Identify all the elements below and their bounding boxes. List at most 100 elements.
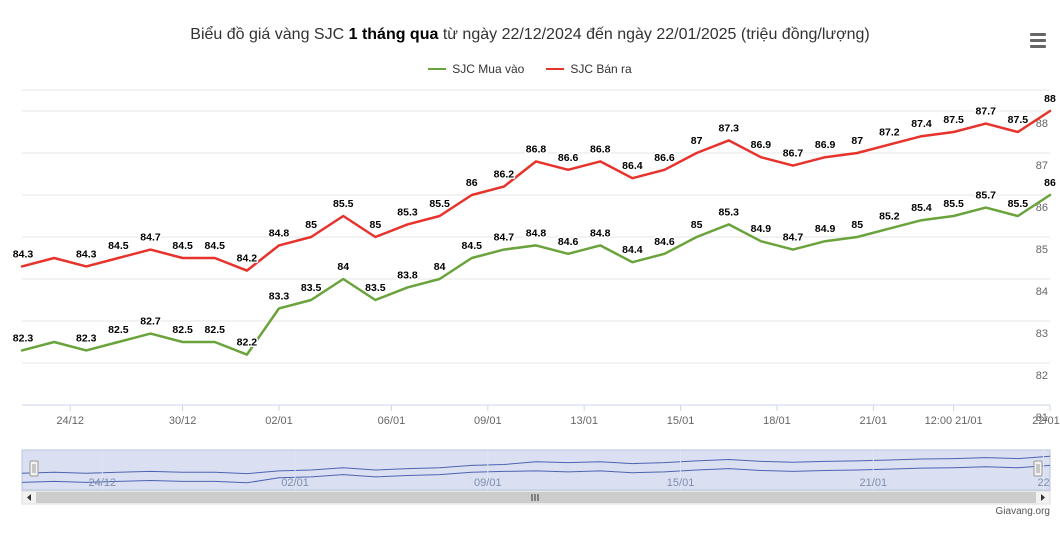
data-label: 85.5 <box>333 198 354 210</box>
legend-item-sell[interactable]: SJC Bán ra <box>546 62 632 76</box>
data-label: 84.5 <box>108 240 129 252</box>
y-tick-label: 86 <box>1036 202 1048 214</box>
scrollbar-thumb[interactable] <box>36 492 1036 503</box>
data-label: 84.3 <box>13 248 34 260</box>
data-label: 84.5 <box>205 240 226 252</box>
data-label: 87.5 <box>1008 114 1029 126</box>
navigator-handle-left[interactable] <box>29 460 39 477</box>
navigator-label: 24/12 <box>89 477 117 489</box>
data-label: 87.2 <box>879 127 900 139</box>
x-tick-label: 09/01 <box>474 415 502 427</box>
data-label: 86.9 <box>751 139 772 151</box>
legend-label-sell: SJC Bán ra <box>570 62 632 76</box>
scroll-right-arrow-icon[interactable] <box>1041 494 1045 501</box>
navigator-label: 02/01 <box>281 477 309 489</box>
chart-title-suffix: từ ngày 22/12/2024 đến ngày 22/01/2025 (… <box>438 26 870 43</box>
data-label: 83.3 <box>269 290 290 302</box>
x-tick-label: 30/12 <box>169 415 197 427</box>
data-label: 84.7 <box>783 232 804 244</box>
navigator-label: 09/01 <box>474 477 502 489</box>
navigator-handle-right[interactable] <box>1033 460 1043 477</box>
data-label: 86.9 <box>815 139 836 151</box>
data-label: 82.5 <box>108 324 129 336</box>
data-label: 85 <box>370 219 382 231</box>
data-label: 86.4 <box>622 160 643 172</box>
data-label: 84 <box>337 261 349 273</box>
x-tick-label: 21/01 <box>860 415 888 427</box>
data-label: 85.5 <box>429 198 450 210</box>
data-label: 85 <box>305 219 317 231</box>
x-tick-label: 22/01 <box>1032 415 1060 427</box>
y-tick-label: 81 <box>1036 412 1048 424</box>
data-label: 86.6 <box>558 152 579 164</box>
chart-legend: SJC Mua vào SJC Bán ra <box>0 62 1060 76</box>
legend-label-buy: SJC Mua vào <box>452 62 525 76</box>
navigator-label: 21/01 <box>860 477 888 489</box>
data-label: 87 <box>851 135 863 147</box>
x-tick-label: 06/01 <box>378 415 406 427</box>
chart-title-prefix: Biểu đồ giá vàng SJC <box>190 26 349 43</box>
data-label: 84.6 <box>558 236 579 248</box>
data-label: 84.9 <box>815 223 836 235</box>
data-label: 86.8 <box>590 143 611 155</box>
data-label: 85.5 <box>1008 198 1029 210</box>
navigator-label: 15/01 <box>667 477 695 489</box>
scroll-left-arrow-icon[interactable] <box>27 494 31 501</box>
data-label: 84.9 <box>751 223 772 235</box>
data-label: 82.5 <box>205 324 226 336</box>
data-label: 85 <box>851 219 863 231</box>
data-label: 85.3 <box>397 206 418 218</box>
data-label: 87.3 <box>719 122 740 134</box>
data-label: 84.7 <box>494 232 515 244</box>
legend-swatch-buy <box>428 68 447 70</box>
data-label: 86.7 <box>783 148 804 160</box>
data-label: 84.8 <box>269 227 290 239</box>
data-label: 84.2 <box>237 253 258 265</box>
chart-title-bold: 1 tháng qua <box>348 26 439 43</box>
data-label: 85 <box>691 219 703 231</box>
y-tick-label: 84 <box>1036 286 1048 298</box>
data-label: 84.6 <box>654 236 675 248</box>
navigator-series-line <box>21 455 1051 475</box>
data-label: 86.2 <box>494 169 515 181</box>
data-label: 86.8 <box>526 143 547 155</box>
data-label: 84.4 <box>622 244 643 256</box>
data-label: 84.5 <box>462 240 483 252</box>
data-label: 86 <box>1044 177 1056 189</box>
navigator-window <box>21 449 1051 491</box>
credit-text: Giavang.org <box>995 506 1050 517</box>
x-tick-label: 12:00 21/01 <box>925 415 983 427</box>
x-tick-label: 02/01 <box>265 415 293 427</box>
x-tick-label: 18/01 <box>763 415 791 427</box>
y-tick-label: 83 <box>1036 328 1048 340</box>
y-tick-label: 88 <box>1036 118 1048 130</box>
y-tick-label: 87 <box>1036 160 1048 172</box>
data-label: 85.7 <box>976 190 997 202</box>
data-label: 83.5 <box>365 282 386 294</box>
y-tick-label: 82 <box>1036 370 1048 382</box>
legend-swatch-sell <box>546 68 565 70</box>
data-label: 84.5 <box>172 240 193 252</box>
data-label: 86 <box>466 177 478 189</box>
data-label: 84.3 <box>76 248 97 260</box>
data-label: 84.8 <box>526 227 547 239</box>
y-tick-label: 85 <box>1036 244 1048 256</box>
hamburger-menu-icon[interactable] <box>1028 33 1048 49</box>
legend-item-buy[interactable]: SJC Mua vào <box>428 62 524 76</box>
data-label: 82.7 <box>140 316 161 328</box>
data-label: 85.3 <box>719 206 740 218</box>
data-label: 87.4 <box>911 118 932 130</box>
data-label: 82.2 <box>237 337 258 349</box>
data-label: 82.3 <box>76 332 97 344</box>
data-label: 82.5 <box>172 324 193 336</box>
data-label: 84.8 <box>590 227 611 239</box>
data-label: 82.3 <box>13 332 34 344</box>
data-label: 87 <box>691 135 703 147</box>
data-label: 85.2 <box>879 211 900 223</box>
data-label: 85.5 <box>943 198 964 210</box>
data-label: 85.4 <box>911 202 932 214</box>
navigator-label: 22 <box>1037 477 1049 489</box>
data-label: 83.8 <box>397 269 418 281</box>
data-label: 83.5 <box>301 282 322 294</box>
